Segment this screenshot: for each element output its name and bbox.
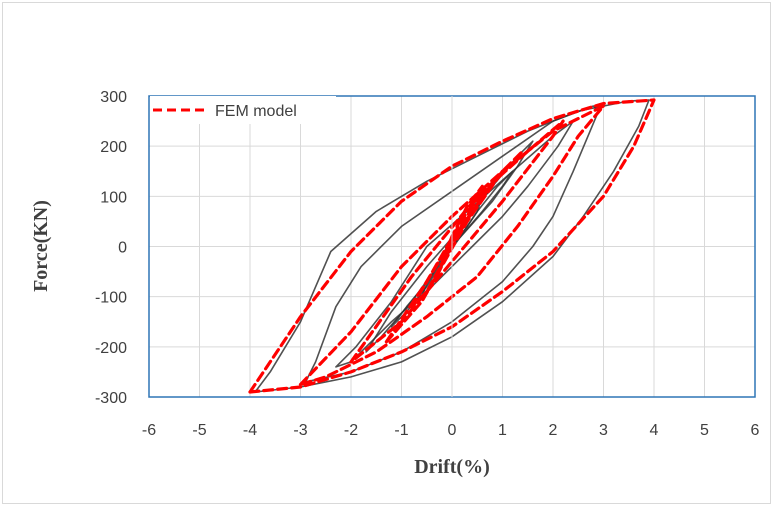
x-axis-title: Drift(%)	[414, 456, 490, 478]
x-tick-label: 4	[650, 422, 659, 439]
x-tick-label: -5	[192, 422, 206, 439]
x-tick-label: 3	[599, 422, 608, 439]
axes	[148, 95, 756, 398]
experiment-loop-4	[335, 120, 575, 368]
tick-labels: -6 -5 -4 -3 -2 -1 0 1 2 3 4 5 6 300 200 100 0 -100 -200 -30…	[95, 89, 760, 439]
x-tick-label: -6	[142, 422, 156, 439]
chart-frame: -6 -5 -4 -3 -2 -1 0 1 2 3 4 5 6 300 200 100 0 -100 -200 -30…	[2, 2, 771, 504]
y-tick-label: -100	[95, 290, 127, 307]
hysteresis-chart: -6 -5 -4 -3 -2 -1 0 1 2 3 4 5 6 300 200 100 0 -100 -200 -30…	[30, 89, 760, 478]
y-tick-label: 0	[118, 240, 127, 257]
y-tick-label: -300	[95, 390, 127, 407]
x-tick-label: 0	[448, 422, 457, 439]
y-tick-label: 200	[100, 139, 127, 156]
fem-loop-6	[248, 98, 656, 394]
x-tick-label: 1	[498, 422, 507, 439]
x-tick-label: -1	[394, 422, 408, 439]
y-tick-label: 300	[100, 89, 127, 106]
fem-loop-5	[298, 104, 606, 387]
x-tick-label: -4	[243, 422, 257, 439]
y-tick-label: -200	[95, 340, 127, 357]
legend: FEM model	[150, 96, 336, 124]
x-tick-label: 5	[700, 422, 709, 439]
y-tick-label: 100	[100, 189, 127, 206]
x-tick-label: -2	[344, 422, 358, 439]
x-tick-label: -3	[293, 422, 307, 439]
x-tick-label: 6	[751, 422, 760, 439]
x-tick-label: 2	[549, 422, 558, 439]
legend-label-fem-model: FEM model	[215, 103, 297, 120]
y-axis-title: Force(KN)	[30, 200, 52, 292]
